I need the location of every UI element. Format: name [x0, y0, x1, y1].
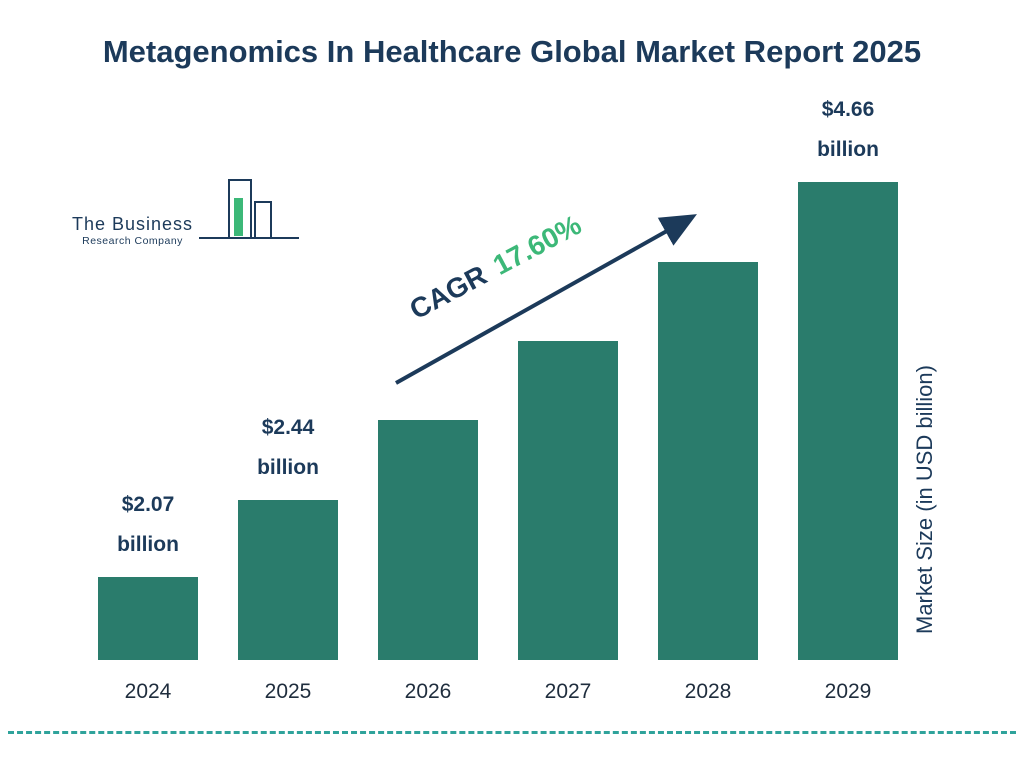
- bar-column: $4.66 billion 2029: [778, 98, 918, 703]
- bar: [238, 500, 338, 660]
- x-axis-tick-label: 2028: [684, 680, 732, 703]
- company-logo: The Business Research Company: [72, 178, 300, 247]
- company-logo-line1: The Business: [72, 214, 194, 234]
- x-axis-tick-label: 2024: [124, 680, 172, 703]
- x-axis-tick-label: 2027: [544, 680, 592, 703]
- bottom-dashed-divider: [8, 731, 1016, 734]
- x-axis-tick-label: 2029: [824, 680, 872, 703]
- company-logo-line2: Research Company: [82, 235, 183, 247]
- bar-value-label: $2.44 billion: [257, 416, 319, 480]
- bar: [658, 262, 758, 660]
- y-axis-title: Market Size (in USD billion): [912, 365, 937, 635]
- bar-value-label: $2.07 billion: [117, 493, 179, 557]
- bar: [798, 182, 898, 660]
- page-title: Metagenomics In Healthcare Global Market…: [102, 34, 922, 69]
- bar: [378, 420, 478, 660]
- x-axis-tick-label: 2025: [264, 680, 312, 703]
- bar: [98, 577, 198, 660]
- bar-column: 2026: [358, 100, 498, 703]
- bar-column: $2.07 billion 2024: [78, 100, 218, 703]
- company-logo-text: The Business Research Company: [72, 214, 193, 247]
- x-axis-tick-label: 2026: [404, 680, 452, 703]
- bar: [518, 341, 618, 660]
- bar-column: 2028: [638, 100, 778, 703]
- bar-column: $2.44 billion 2025: [218, 100, 358, 703]
- bar-column: 2027: [498, 100, 638, 703]
- bar-chart: $2.07 billion 2024 $2.44 billion 2025 2026 20…: [78, 98, 918, 703]
- bar-value-label: $4.66 billion: [817, 98, 879, 162]
- bar-chart-logo-icon: [199, 178, 300, 247]
